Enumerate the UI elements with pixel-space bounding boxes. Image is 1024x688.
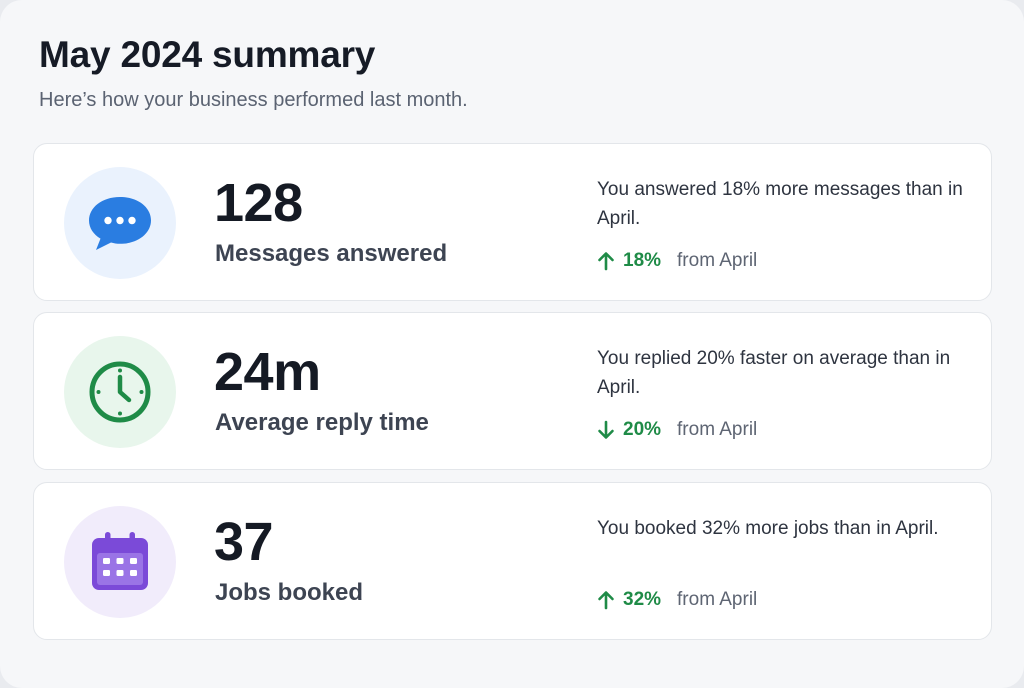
change-indicator: 32% from April xyxy=(597,589,757,611)
metric-card-average-reply-time: 24m Average reply time You replied 20% f… xyxy=(33,312,992,470)
page-subtitle: Here’s how your business performed last … xyxy=(39,89,468,111)
change-percent: 32% xyxy=(623,589,662,610)
page-title: May 2024 summary xyxy=(39,34,376,75)
calendar-icon xyxy=(64,506,176,618)
metric-card-messages-answered: 128 Messages answered You answered 18% m… xyxy=(33,143,992,301)
metric-description: You answered 18% more messages than in A… xyxy=(597,179,963,229)
metric-description: You replied 20% faster on average than i… xyxy=(597,348,951,398)
change-indicator: 18% from April xyxy=(597,250,757,272)
arrow-up-icon xyxy=(597,590,615,610)
change-comparison: from April xyxy=(677,419,758,440)
metric-description: You booked 32% more jobs than in April. xyxy=(597,518,939,539)
change-indicator: 20% from April xyxy=(597,419,757,441)
change-percent: 20% xyxy=(623,419,662,440)
metric-value: 128 xyxy=(214,173,303,233)
arrow-down-icon xyxy=(597,420,615,440)
metric-label: Average reply time xyxy=(215,409,429,436)
change-percent: 18% xyxy=(623,250,662,271)
metric-label: Messages answered xyxy=(215,240,448,267)
metric-value: 37 xyxy=(214,512,274,572)
arrow-up-icon xyxy=(597,251,615,271)
metric-label: Jobs booked xyxy=(215,579,364,606)
change-comparison: from April xyxy=(677,250,758,271)
chat-bubble-icon xyxy=(64,167,176,279)
metric-card-jobs-booked: 37 Jobs booked You booked 32% more jobs … xyxy=(33,482,992,640)
change-comparison: from April xyxy=(677,589,758,610)
clock-icon xyxy=(64,336,176,448)
metric-value: 24m xyxy=(214,342,321,402)
